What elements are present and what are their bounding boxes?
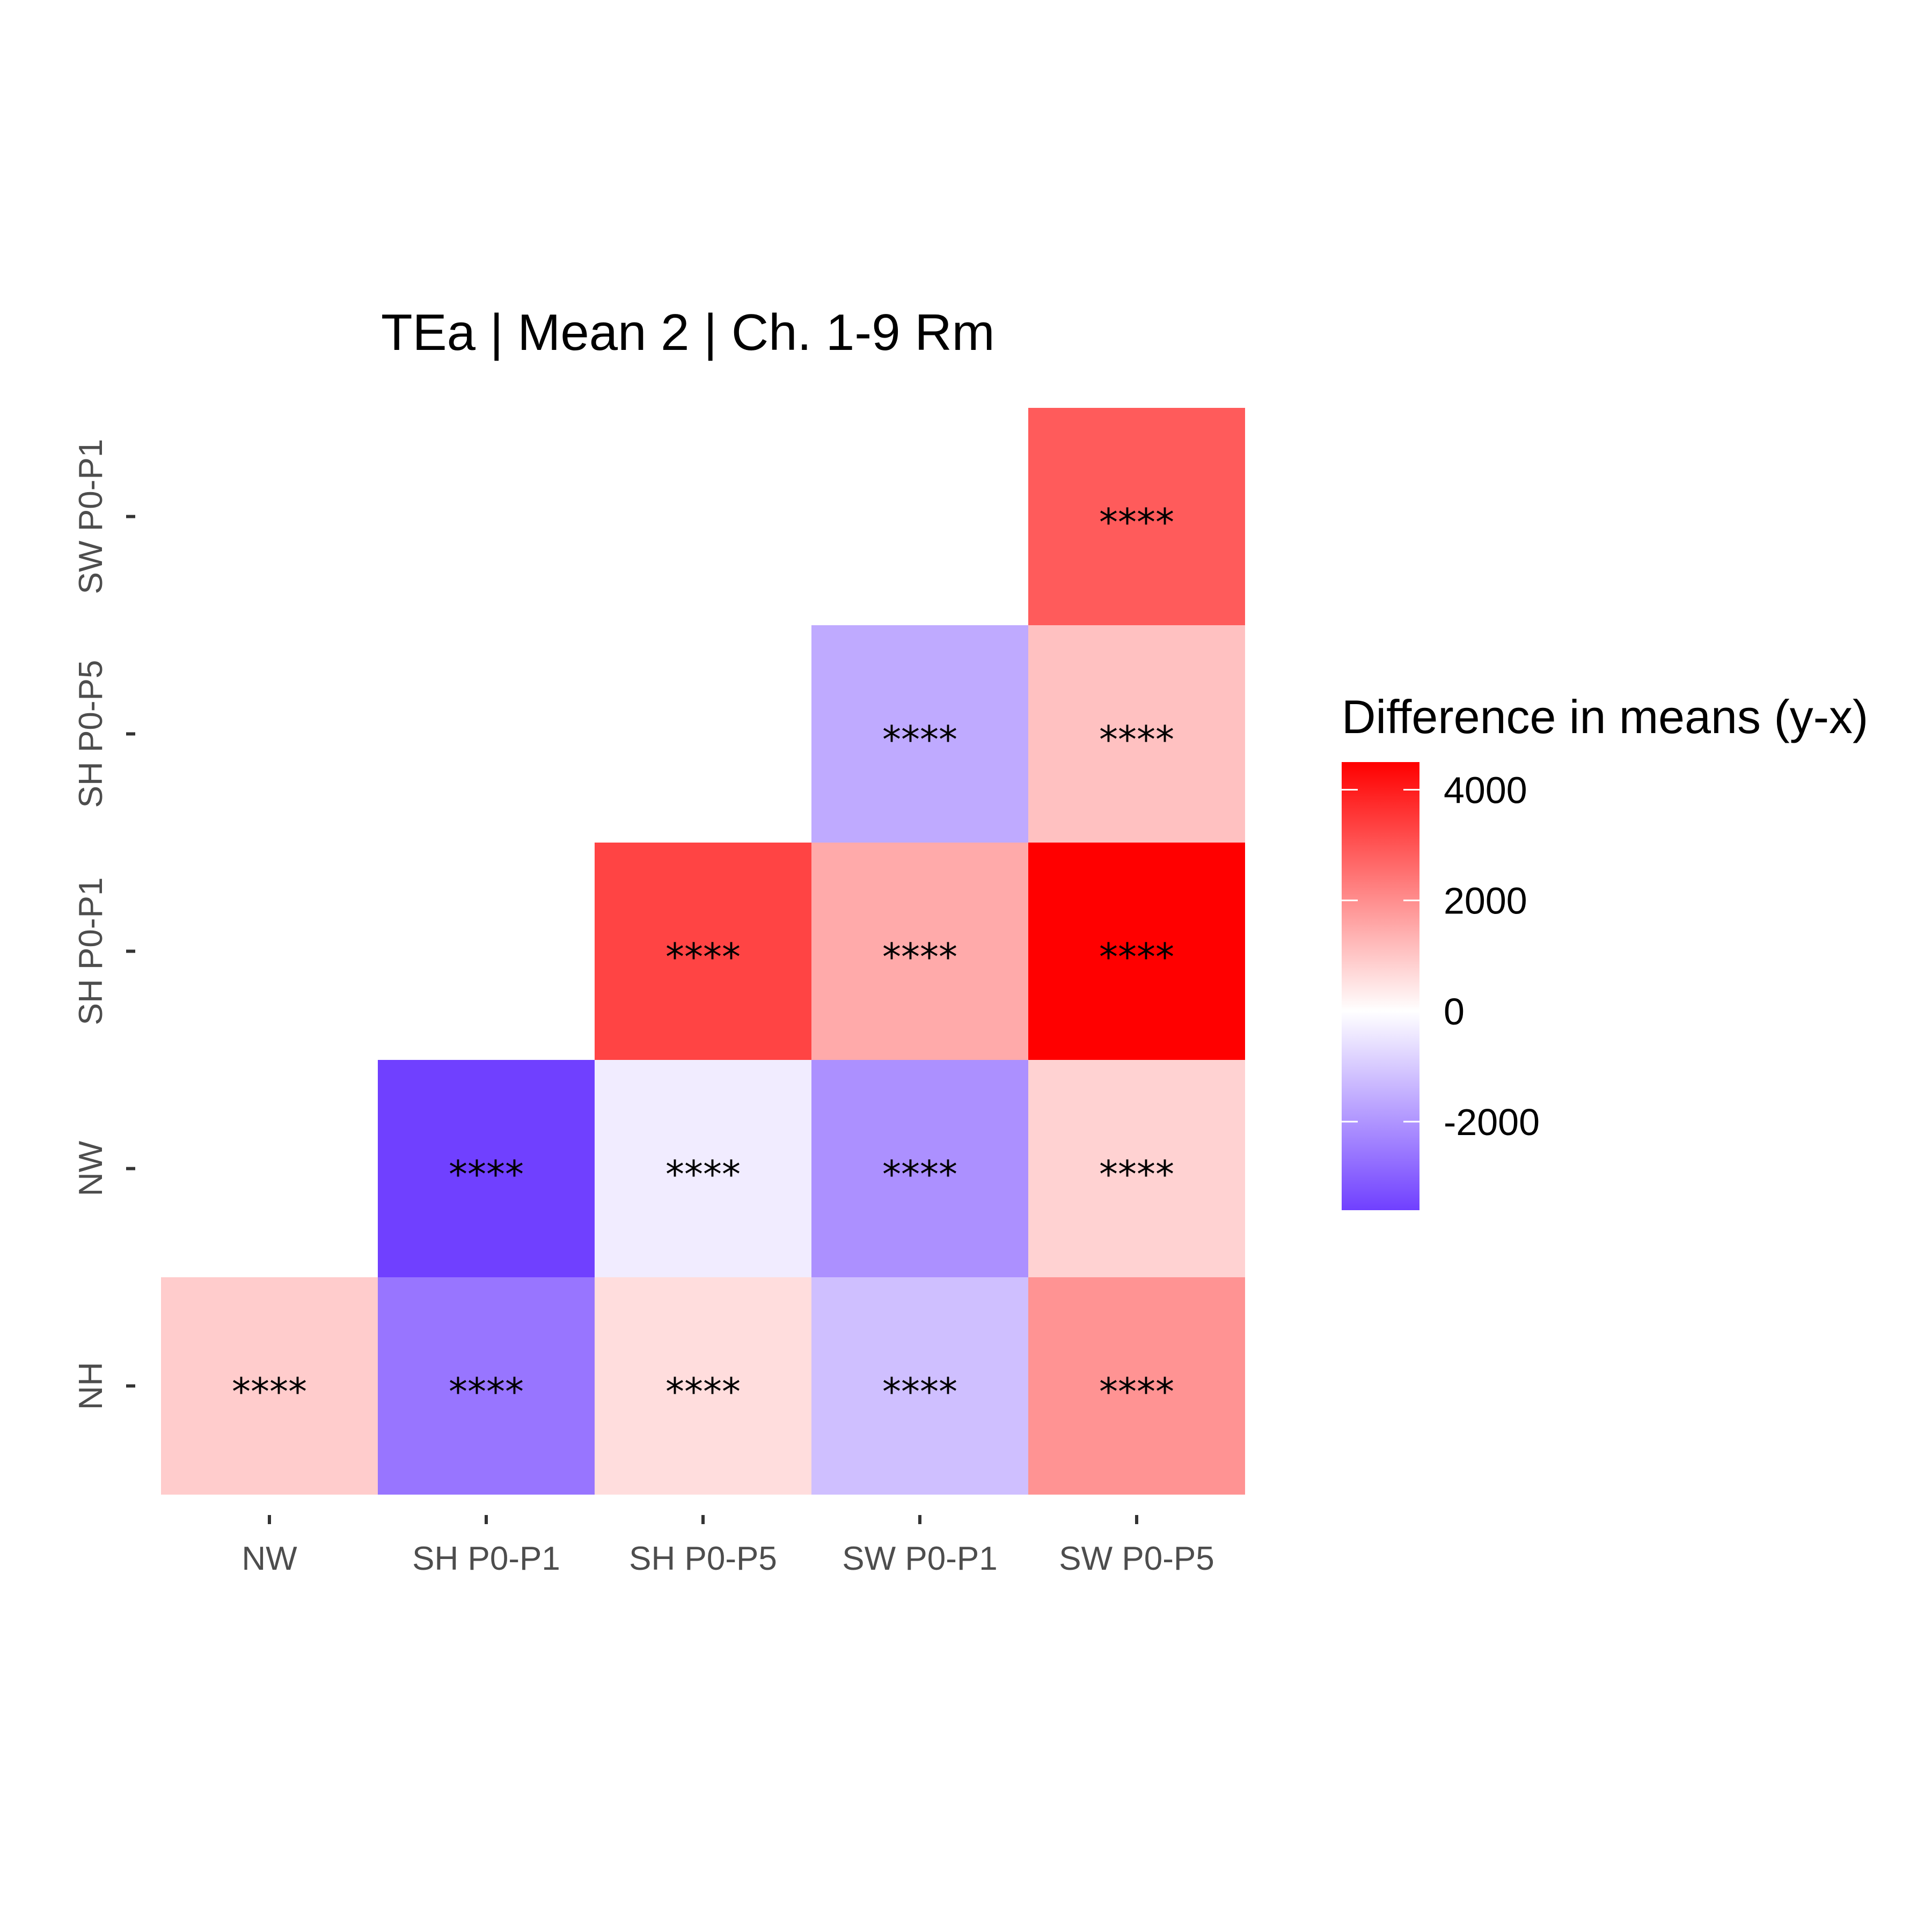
heatmap-cell	[1028, 625, 1245, 843]
x-tick-label: SH P0-P1	[412, 1540, 560, 1577]
chart-title: TEa | Mean 2 | Ch. 1-9 Rm	[381, 304, 995, 361]
legend-colorbar	[1342, 762, 1419, 1210]
cell-label: ****	[882, 1370, 957, 1414]
heatmap-cell	[1028, 1060, 1245, 1277]
y-axis: NH NW SH P0-P1 SH P0-P5 SW P0-P1	[72, 439, 135, 1410]
cell-label: ****	[882, 1153, 957, 1197]
cell-label: ****	[882, 718, 957, 762]
cell-label: ****	[1099, 1370, 1174, 1414]
legend-tick-label: 4000	[1444, 770, 1527, 811]
legend-tick-label: -2000	[1444, 1101, 1540, 1143]
cell-label: ****	[882, 935, 957, 979]
heatmap-cell	[1028, 408, 1245, 625]
x-tick-label: NW	[241, 1540, 297, 1577]
y-tick-label: NW	[72, 1140, 109, 1196]
y-tick-label: SH P0-P5	[72, 660, 109, 808]
heatmap-cell	[595, 1060, 811, 1277]
cell-label: ****	[1099, 1153, 1174, 1197]
y-tick-label: SW P0-P1	[72, 439, 109, 594]
heatmap-cell	[811, 1277, 1028, 1495]
heatmap-cell	[378, 1060, 595, 1277]
heatmap-cell	[811, 625, 1028, 843]
heatmap-cells: **** **** **** **** **** **** **** **** **** ****…	[161, 408, 1245, 1495]
cell-label: ****	[665, 1153, 741, 1197]
heatmap-cell	[1028, 1277, 1245, 1495]
heatmap-cell	[811, 843, 1028, 1060]
x-axis: NW SH P0-P1 SH P0-P5 SW P0-P1 SW P0-P5	[241, 1515, 1214, 1577]
cell-label: ****	[232, 1370, 307, 1414]
heatmap-cell	[378, 1277, 595, 1495]
x-tick-label: SW P0-P5	[1059, 1540, 1214, 1577]
cell-label: ****	[665, 1370, 741, 1414]
cell-label: ****	[449, 1153, 524, 1197]
legend-ticks: 4000 2000 0 -2000	[1342, 770, 1540, 1143]
heatmap-cell	[811, 1060, 1028, 1277]
cell-label: ****	[1099, 935, 1174, 979]
legend-tick-label: 2000	[1444, 880, 1527, 922]
x-tick-label: SW P0-P1	[842, 1540, 997, 1577]
heatmap-cell	[595, 843, 811, 1060]
heatmap-cell	[161, 1277, 378, 1495]
legend-tick-label: 0	[1444, 991, 1465, 1033]
y-tick-label: SH P0-P1	[72, 877, 109, 1026]
cell-label: ****	[449, 1370, 524, 1414]
legend: Difference in means (y-x) 4000 2000 0 -2000	[1342, 690, 1868, 1210]
legend-title: Difference in means (y-x)	[1342, 690, 1868, 743]
cell-label: ****	[1099, 718, 1174, 762]
heatmap-cell	[595, 1277, 811, 1495]
y-tick-label: NH	[72, 1362, 109, 1410]
x-tick-label: SH P0-P5	[629, 1540, 777, 1577]
cell-label: ****	[665, 935, 741, 979]
cell-label: ****	[1099, 501, 1174, 545]
heatmap-cell	[1028, 843, 1245, 1060]
